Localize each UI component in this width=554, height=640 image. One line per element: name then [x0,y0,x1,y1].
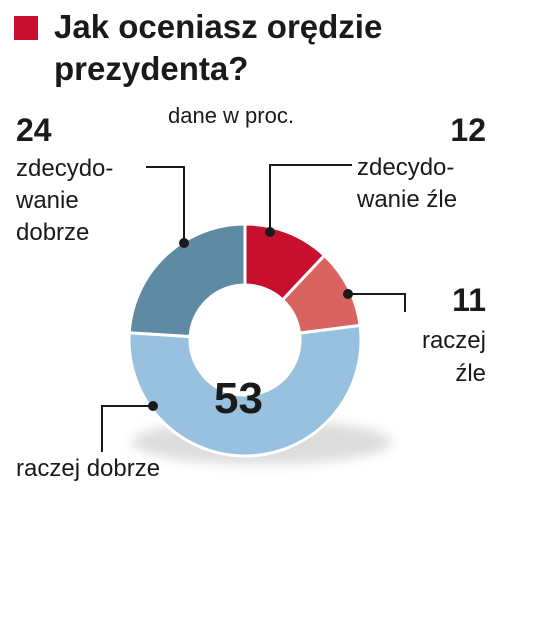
leader-dot-raczej-dobrze [148,401,158,411]
leader-dot-raczej-zle [343,289,353,299]
label-zdecydowanie-dobrze-line1: zdecydo- [16,155,114,182]
label-raczej-dobrze: raczej dobrze [16,455,161,482]
slice-raczej-dobrze [127,323,363,458]
value-zdecydowanie-dobrze: 24 [16,112,52,148]
slice-zdecydowanie-dobrze [127,222,247,339]
leader-dot-zdecydowanie-dobrze [179,238,189,248]
label-raczej-zle-line2: źle [455,360,486,387]
label-zdecydowanie-dobrze-line2: wanie [16,187,79,214]
label-zdecydowanie-zle-line2: wanie źle [357,186,458,213]
value-raczej-dobrze: 53 [214,374,263,423]
chart-title: Jak oceniasz orędzie prezydenta? [54,8,383,87]
chart-subtitle: dane w proc. [168,103,294,128]
leader-line-raczej-dobrze [101,405,153,452]
leader-line-zdecydowanie-zle [269,164,352,232]
value-raczej-zle: 11 [452,282,486,318]
leader-line-raczej-zle [348,293,406,312]
value-zdecydowanie-zle: 12 [450,112,486,148]
title-marker [14,16,38,40]
leader-dot-zdecydowanie-zle [265,227,275,237]
label-raczej-zle-line1: raczej [421,327,486,354]
leader-line-zdecydowanie-dobrze [146,166,185,243]
label-zdecydowanie-zle-line1: zdecydo- [357,154,455,181]
label-zdecydowanie-dobrze-line3: dobrze [16,219,90,246]
